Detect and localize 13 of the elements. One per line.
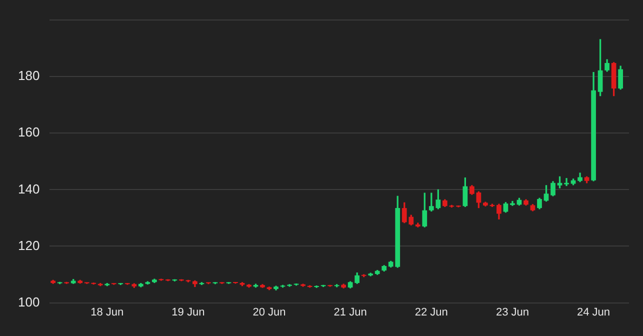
y-tick-label: 100 <box>18 294 40 310</box>
y-tick-label: 180 <box>18 68 40 84</box>
y-tick-label: 140 <box>18 181 40 196</box>
candlestick <box>564 178 569 186</box>
y-tick-label: 160 <box>18 124 40 140</box>
x-tick-label: 23 Jun <box>496 306 529 318</box>
x-tick-label: 22 Jun <box>414 306 448 318</box>
y-tick-label: 120 <box>18 238 40 253</box>
x-tick-label: 21 Jun <box>334 306 367 318</box>
x-tick-label: 19 Jun <box>172 306 205 318</box>
x-tick-label: 24 Jun <box>577 306 610 318</box>
x-tick-label: 20 Jun <box>252 306 286 318</box>
x-tick-label: 18 Jun <box>90 306 124 318</box>
